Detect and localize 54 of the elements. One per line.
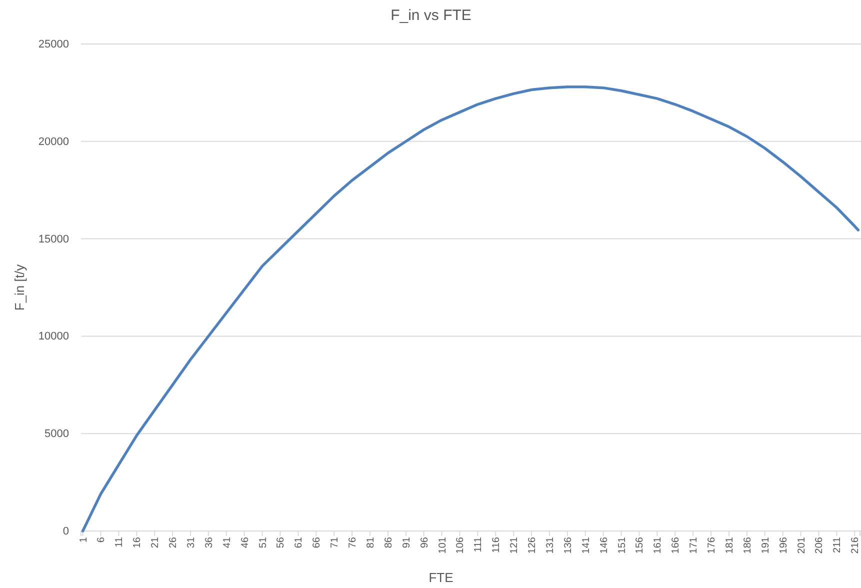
chart-title: F_in vs FTE: [390, 7, 472, 24]
y-tick-label: 25000: [38, 38, 69, 51]
x-tick-label: 146: [598, 536, 610, 554]
x-tick-label: 186: [742, 536, 754, 554]
x-tick-label: 156: [634, 536, 646, 554]
x-tick-label: 171: [688, 536, 700, 554]
x-tick-label: 91: [401, 536, 412, 548]
x-tick-label: 26: [168, 536, 180, 548]
x-tick-label: 21: [150, 536, 162, 548]
x-tick-label: 51: [258, 536, 269, 548]
x-tick-label: 151: [616, 536, 628, 554]
x-tick-label: 11: [114, 536, 126, 548]
line-series: [81, 85, 860, 532]
x-tick-label: 36: [204, 536, 215, 548]
x-tick-label: 111: [473, 536, 484, 552]
x-tick-label: 1: [78, 536, 90, 543]
x-tick-label: 211: [832, 536, 844, 553]
x-tick-label: 201: [796, 536, 808, 554]
x-tick-label: 106: [455, 536, 466, 554]
x-tick-label: 86: [383, 536, 394, 548]
x-tick-label: 96: [419, 536, 430, 548]
x-tick-label: 41: [222, 536, 233, 548]
y-axis-title: F_in [t/y: [12, 264, 27, 311]
x-tick-label: 101: [437, 536, 448, 554]
y-tick-label: 10000: [38, 330, 69, 343]
x-tick-label: 6: [96, 536, 108, 543]
x-tick-label: 71: [330, 536, 341, 548]
x-tick-label: 176: [706, 536, 718, 554]
x-tick-label: 196: [778, 536, 790, 554]
x-tick-label: 161: [652, 536, 664, 554]
x-tick-label: 121: [509, 536, 520, 554]
x-tick-label: 216: [850, 536, 861, 554]
x-tick-label: 31: [186, 536, 197, 548]
y-tick-label: 15000: [38, 233, 69, 246]
x-tick-label: 76: [348, 536, 359, 548]
x-tick-label: 181: [724, 536, 736, 554]
x-tick-label: 131: [544, 536, 556, 554]
x-tick-label: 166: [670, 536, 682, 554]
y-tick-label: 0: [62, 526, 69, 538]
x-tick-label: 56: [276, 536, 287, 548]
x-tick-label: 46: [240, 536, 251, 548]
x-tick-label: 81: [365, 536, 376, 548]
x-axis-title: FTE: [428, 570, 454, 585]
y-tick-label: 5000: [44, 428, 69, 440]
x-tick-label: 191: [760, 536, 772, 554]
x-tick-label: 116: [491, 536, 502, 553]
x-tick-label: 136: [562, 536, 574, 554]
y-tick-label: 20000: [38, 136, 69, 148]
x-tick-label: 61: [294, 536, 305, 548]
x-tick-label: 126: [527, 536, 538, 554]
x-tick-label: 141: [580, 536, 592, 554]
x-tick-label: 16: [132, 536, 144, 548]
x-tick-label: 206: [814, 536, 826, 554]
x-tick-label: 66: [312, 536, 323, 548]
